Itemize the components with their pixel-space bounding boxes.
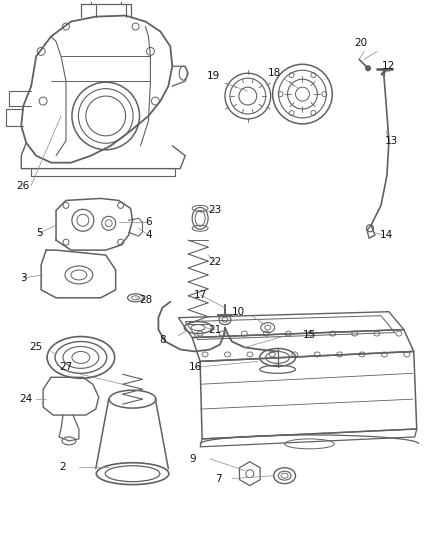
Text: 2: 2 xyxy=(60,462,66,472)
Text: 15: 15 xyxy=(303,329,316,340)
Text: 21: 21 xyxy=(208,325,222,335)
Text: 4: 4 xyxy=(145,230,152,240)
Text: 26: 26 xyxy=(17,181,30,190)
Text: 18: 18 xyxy=(268,68,281,78)
Text: 25: 25 xyxy=(29,343,43,352)
Text: 13: 13 xyxy=(385,136,399,146)
Text: 24: 24 xyxy=(20,394,33,404)
Text: 22: 22 xyxy=(208,257,222,267)
Text: 7: 7 xyxy=(215,474,221,483)
Text: 8: 8 xyxy=(159,335,166,344)
Ellipse shape xyxy=(366,66,371,71)
Text: 23: 23 xyxy=(208,205,222,215)
Text: 12: 12 xyxy=(382,61,396,71)
Text: 16: 16 xyxy=(188,362,202,373)
Text: 10: 10 xyxy=(231,306,244,317)
Text: 6: 6 xyxy=(145,217,152,227)
Text: 19: 19 xyxy=(206,71,220,81)
Text: 9: 9 xyxy=(190,454,197,464)
Text: 28: 28 xyxy=(139,295,152,305)
Text: 14: 14 xyxy=(380,230,394,240)
Text: 5: 5 xyxy=(36,228,42,238)
Text: 17: 17 xyxy=(194,290,207,300)
Text: 3: 3 xyxy=(20,273,27,283)
Text: 20: 20 xyxy=(354,38,367,49)
Text: 27: 27 xyxy=(60,362,73,373)
